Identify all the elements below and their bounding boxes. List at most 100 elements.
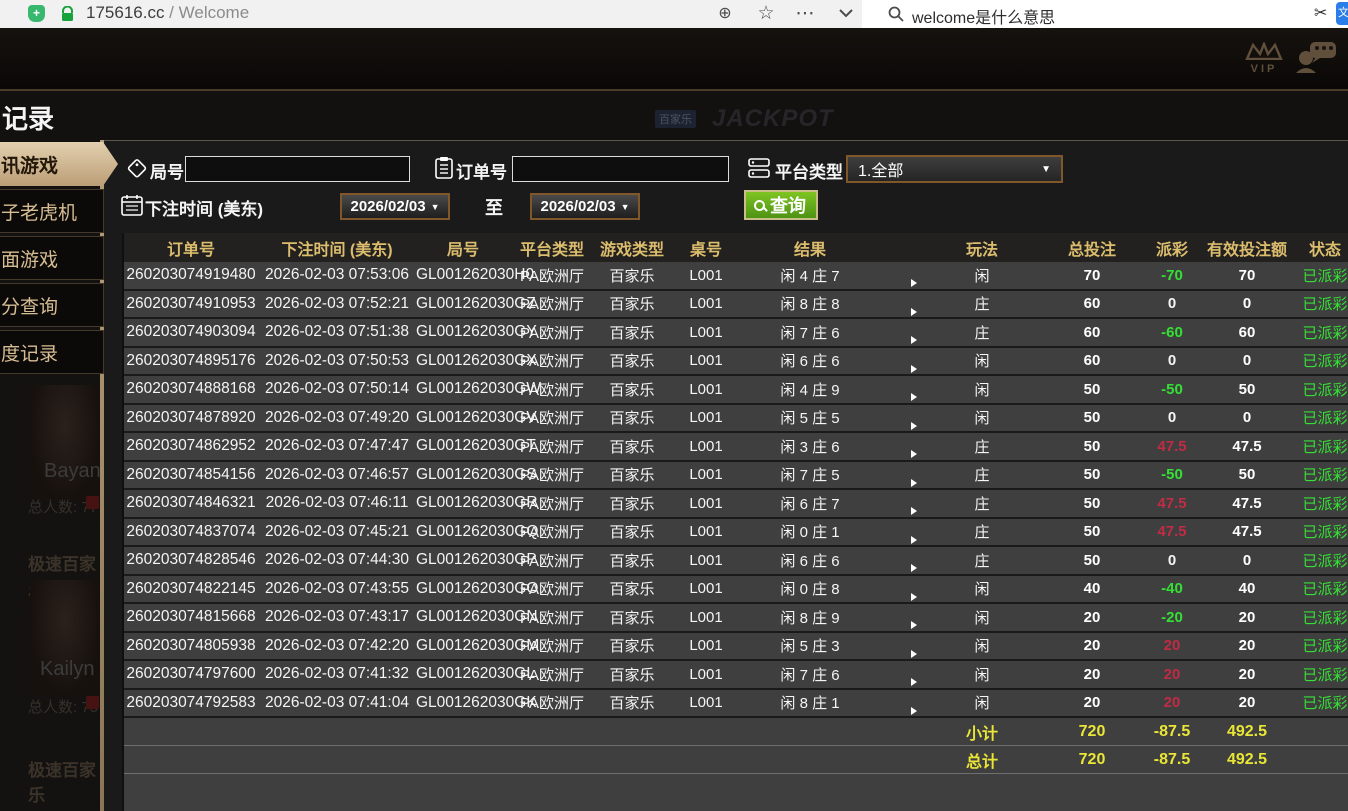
cell-play-type: 闲 xyxy=(974,410,990,428)
cell-order-number: 260203074846321 xyxy=(126,494,256,512)
cell-round-number: GL001262030GT xyxy=(416,437,536,455)
date-to-picker[interactable]: 2026/02/03 ▼ xyxy=(530,193,640,220)
cell-valid-bet: 0 xyxy=(1242,551,1252,569)
cell-valid-bet: 70 xyxy=(1238,266,1256,284)
cell-play-type: 闲 xyxy=(974,609,990,627)
dropdown-arrow-icon: ▼ xyxy=(620,201,630,212)
translate-icon[interactable]: 文 xyxy=(1336,2,1348,25)
cell-result: 闲 5 庄 3 xyxy=(780,638,840,656)
cell-table-number: L001 xyxy=(689,523,723,541)
dealer-photo xyxy=(30,385,100,500)
cell-valid-bet: 20 xyxy=(1238,665,1256,683)
sidebar-item-points-query[interactable]: 分查询 xyxy=(0,283,104,327)
scissors-icon[interactable]: ✂ xyxy=(1314,5,1328,22)
cell-platform-type: PA欧洲厅 xyxy=(520,381,584,399)
dealer-photo xyxy=(30,580,100,695)
cell-valid-bet: 50 xyxy=(1238,380,1256,398)
vip-button[interactable]: VIP xyxy=(1243,40,1285,75)
calendar-icon xyxy=(121,195,143,216)
cell-bet-time: 2026-02-03 07:53:06 xyxy=(265,266,409,284)
order-number-input[interactable] xyxy=(512,156,729,182)
platform-type-select[interactable]: 1.全部 ▼ xyxy=(846,155,1063,183)
cell-platform-type: PA欧洲厅 xyxy=(520,695,584,713)
cell-play-type: 闲 xyxy=(974,666,990,684)
query-button[interactable]: 查询 xyxy=(744,190,818,220)
cell-play-type: 庄 xyxy=(974,467,990,485)
cell-order-number: 260203074792583 xyxy=(126,693,256,711)
cell-game-type: 百家乐 xyxy=(609,695,655,713)
cell-game-type: 百家乐 xyxy=(609,296,655,314)
records-table: 订单号 下注时间 (美东) 局号 平台类型 游戏类型 桌号 结果 玩法 总投注 … xyxy=(122,233,1348,811)
cell-result: 闲 3 庄 6 xyxy=(780,438,840,456)
cell-payout: -40 xyxy=(1161,580,1183,598)
game-card-title: 极速百家乐 xyxy=(28,761,96,805)
cell-total-bet: 50 xyxy=(1083,380,1101,398)
chevron-down-icon[interactable] xyxy=(833,9,859,18)
col-header-platform: 平台类型 xyxy=(519,241,584,259)
cell-order-number: 260203074837074 xyxy=(126,522,256,540)
cell-order-number: 260203074854156 xyxy=(126,465,256,483)
round-filter-label: 局号 xyxy=(150,163,184,182)
dealer-name: Bayan xyxy=(44,460,100,482)
magnifier-icon xyxy=(754,199,765,211)
cell-table-number: L001 xyxy=(689,409,723,427)
cell-table-number: L001 xyxy=(689,694,723,712)
adblock-shield-icon[interactable]: + xyxy=(28,5,45,22)
col-header-payout: 派彩 xyxy=(1155,241,1188,259)
sidebar-item-live-games[interactable]: 讯游戏 xyxy=(0,142,118,186)
cell-order-number: 260203074815668 xyxy=(126,608,256,626)
cell-round-number: GL001262030H0 xyxy=(416,266,535,284)
search-query[interactable]: welcome是什么意思 xyxy=(912,10,1056,27)
sidebar-item-quota-records[interactable]: 度记录 xyxy=(0,330,104,374)
cell-total-bet: 20 xyxy=(1083,637,1101,655)
cell-valid-bet: 40 xyxy=(1238,580,1256,598)
cell-table-number: L001 xyxy=(689,580,723,598)
date-range-to-label: 至 xyxy=(485,198,503,218)
cell-valid-bet: 20 xyxy=(1238,694,1256,712)
cell-valid-bet: 20 xyxy=(1238,608,1256,626)
url-domain: 175616.cc xyxy=(86,3,165,22)
table-row: 260203074854156 2026-02-03 07:46:57 GL00… xyxy=(124,462,1348,490)
cell-table-number: L001 xyxy=(689,437,723,455)
more-menu-icon[interactable]: ⋯ xyxy=(795,3,815,24)
cell-table-number: L001 xyxy=(689,323,723,341)
sidebar-item-slots[interactable]: 子老虎机 xyxy=(0,189,104,233)
customer-service-button[interactable] xyxy=(1294,40,1338,79)
status-dot xyxy=(86,696,99,709)
table-row: 260203074903094 2026-02-03 07:51:38 GL00… xyxy=(124,319,1348,348)
table-row: 260203074888168 2026-02-03 07:50:14 GL00… xyxy=(124,376,1348,405)
cell-platform-type: PA欧洲厅 xyxy=(520,552,584,570)
cell-table-number: L001 xyxy=(689,551,723,569)
address-bar[interactable]: 175616.cc / Welcome xyxy=(86,3,249,23)
date-from-picker[interactable]: 2026/02/03 ▼ xyxy=(340,193,450,220)
cell-bet-time: 2026-02-03 07:49:20 xyxy=(265,408,409,426)
cell-round-number: GL001262030GX xyxy=(416,351,537,369)
cell-game-type: 百家乐 xyxy=(609,524,655,542)
round-number-input[interactable] xyxy=(185,156,410,182)
table-row: 260203074878920 2026-02-03 07:49:20 GL00… xyxy=(124,405,1348,433)
cell-order-number: 260203074828546 xyxy=(126,551,256,569)
cell-platform-type: PA欧洲厅 xyxy=(520,267,584,285)
enhance-icon[interactable]: ⊕ xyxy=(718,5,732,22)
cell-play-type: 闲 xyxy=(974,695,990,713)
cell-order-number: 260203074910953 xyxy=(126,294,256,312)
sidebar-menu: 讯游戏 子老虎机 面游戏 分查询 度记录 xyxy=(0,142,120,377)
cell-bet-time: 2026-02-03 07:42:20 xyxy=(265,636,409,654)
app-header: VIP xyxy=(0,28,1348,91)
cell-valid-bet: 60 xyxy=(1238,323,1256,341)
sidebar-item-table-games[interactable]: 面游戏 xyxy=(0,236,104,280)
col-header-total-bet: 总投注 xyxy=(1067,241,1116,259)
cell-game-type: 百家乐 xyxy=(609,495,655,513)
player-count: 总人数: 77 xyxy=(28,499,99,516)
cell-game-type: 百家乐 xyxy=(609,381,655,399)
favorite-star-icon[interactable]: ☆ xyxy=(757,3,775,24)
cell-status: 已派彩 xyxy=(1302,467,1348,485)
platform-list-icon xyxy=(748,158,770,178)
cell-status: 已派彩 xyxy=(1302,666,1348,684)
bet-time-filter-label: 下注时间 (美东) xyxy=(145,200,264,219)
cell-game-type: 百家乐 xyxy=(609,353,655,371)
cell-payout: 0 xyxy=(1167,409,1177,427)
cell-payout: 47.5 xyxy=(1157,437,1187,455)
cell-payout: 47.5 xyxy=(1157,523,1187,541)
